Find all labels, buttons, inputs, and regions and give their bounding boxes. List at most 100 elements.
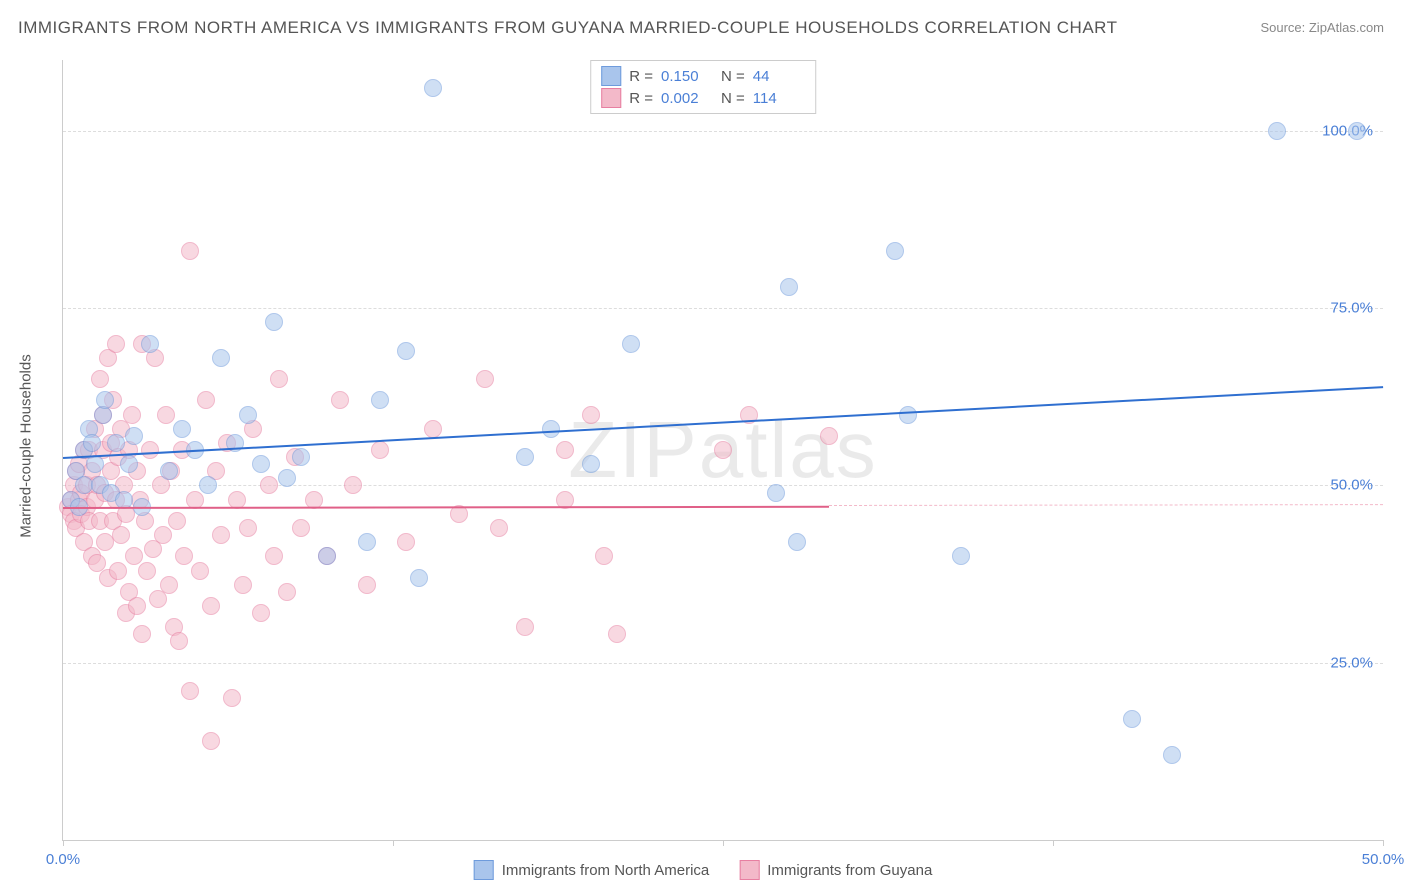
data-point — [170, 632, 188, 650]
data-point — [123, 406, 141, 424]
data-point — [175, 547, 193, 565]
correlation-legend: R =0.150N =44R =0.002N =114 — [590, 60, 816, 114]
data-point — [424, 79, 442, 97]
series-legend: Immigrants from North America Immigrants … — [474, 860, 933, 880]
data-point — [397, 342, 415, 360]
legend-n-label: N = — [721, 68, 745, 85]
data-point — [191, 562, 209, 580]
y-tick-label: 75.0% — [1330, 300, 1373, 317]
data-point — [556, 441, 574, 459]
x-tick-mark — [723, 840, 724, 846]
data-point — [424, 420, 442, 438]
data-point — [223, 689, 241, 707]
legend-item: Immigrants from Guyana — [739, 860, 932, 880]
data-point — [141, 335, 159, 353]
data-point — [133, 625, 151, 643]
data-point — [292, 448, 310, 466]
data-point — [125, 427, 143, 445]
trend-line — [63, 505, 829, 508]
data-point — [239, 406, 257, 424]
x-tick-label: 50.0% — [1362, 851, 1405, 868]
data-point — [96, 391, 114, 409]
data-point — [331, 391, 349, 409]
y-axis-label: Married-couple Households — [18, 354, 35, 537]
data-point — [260, 476, 278, 494]
data-point — [1123, 710, 1141, 728]
data-point — [714, 441, 732, 459]
y-tick-label: 25.0% — [1330, 654, 1373, 671]
data-point — [168, 512, 186, 530]
data-point — [490, 519, 508, 537]
data-point — [542, 420, 560, 438]
gridline — [63, 663, 1383, 664]
data-point — [202, 597, 220, 615]
data-point — [397, 533, 415, 551]
data-point — [86, 455, 104, 473]
data-point — [125, 547, 143, 565]
data-point — [1163, 746, 1181, 764]
data-point — [899, 406, 917, 424]
trend-line-dash — [829, 505, 1383, 507]
data-point — [358, 576, 376, 594]
data-point — [252, 455, 270, 473]
data-point — [107, 434, 125, 452]
data-point — [371, 391, 389, 409]
data-point — [234, 576, 252, 594]
data-point — [160, 462, 178, 480]
legend-label: Immigrants from Guyana — [767, 862, 932, 879]
data-point — [582, 406, 600, 424]
data-point — [202, 732, 220, 750]
data-point — [1348, 122, 1366, 140]
data-point — [820, 427, 838, 445]
x-tick-label: 0.0% — [46, 851, 80, 868]
data-point — [410, 569, 428, 587]
source-label: Source: ZipAtlas.com — [1260, 20, 1384, 35]
legend-r-value: 0.002 — [661, 90, 713, 107]
data-point — [157, 406, 175, 424]
data-point — [265, 547, 283, 565]
data-point — [622, 335, 640, 353]
legend-n-value: 44 — [753, 68, 805, 85]
data-point — [212, 349, 230, 367]
legend-row: R =0.150N =44 — [601, 65, 805, 87]
data-point — [112, 526, 130, 544]
data-point — [197, 391, 215, 409]
data-point — [371, 441, 389, 459]
x-tick-mark — [1383, 840, 1384, 846]
data-point — [265, 313, 283, 331]
data-point — [141, 441, 159, 459]
data-point — [154, 526, 172, 544]
x-tick-mark — [393, 840, 394, 846]
legend-n-value: 114 — [753, 90, 805, 107]
legend-swatch — [739, 860, 759, 880]
data-point — [476, 370, 494, 388]
data-point — [292, 519, 310, 537]
data-point — [212, 526, 230, 544]
data-point — [120, 455, 138, 473]
data-point — [181, 682, 199, 700]
data-point — [173, 420, 191, 438]
data-point — [107, 335, 125, 353]
data-point — [780, 278, 798, 296]
chart-title: IMMIGRANTS FROM NORTH AMERICA VS IMMIGRA… — [18, 18, 1118, 38]
legend-r-label: R = — [629, 68, 653, 85]
data-point — [278, 469, 296, 487]
data-point — [199, 476, 217, 494]
data-point — [1268, 122, 1286, 140]
legend-item: Immigrants from North America — [474, 860, 710, 880]
data-point — [886, 242, 904, 260]
data-point — [767, 484, 785, 502]
data-point — [358, 533, 376, 551]
data-point — [608, 625, 626, 643]
data-point — [516, 618, 534, 636]
legend-n-label: N = — [721, 90, 745, 107]
data-point — [952, 547, 970, 565]
data-point — [270, 370, 288, 388]
data-point — [128, 597, 146, 615]
x-tick-mark — [63, 840, 64, 846]
legend-swatch — [474, 860, 494, 880]
scatter-plot: ZIPatlas 25.0%50.0%75.0%100.0%0.0%50.0% — [62, 60, 1383, 841]
data-point — [252, 604, 270, 622]
data-point — [582, 455, 600, 473]
gridline — [63, 131, 1383, 132]
